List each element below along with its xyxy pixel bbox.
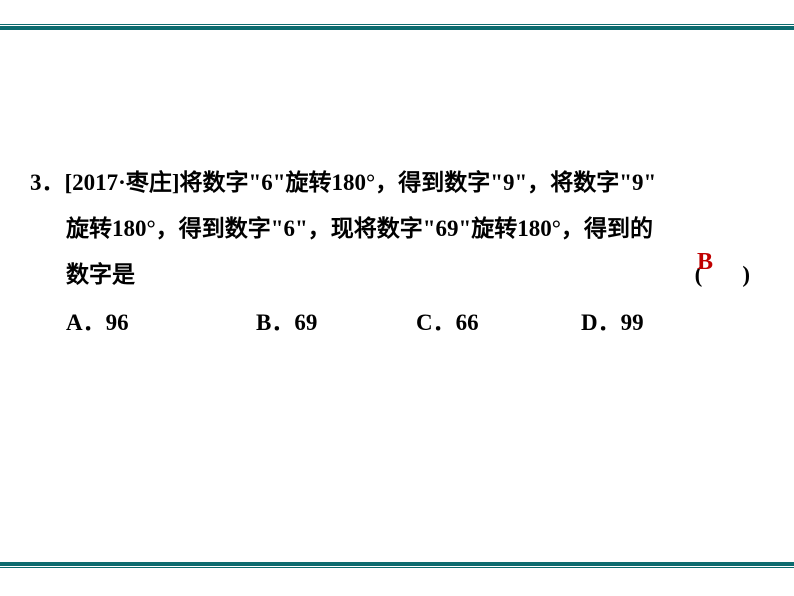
options-row: A．96 B．69 C．66 D．99 (66, 300, 750, 346)
top-rule (0, 24, 794, 30)
option-a: A．96 (66, 300, 256, 346)
question-number: 3． (30, 170, 65, 195)
answer-label: B (697, 249, 713, 276)
bottom-rule (0, 562, 794, 568)
option-d: D．99 (581, 300, 644, 346)
question-text-3: 数字是 (66, 252, 135, 298)
question-line-3: 数字是 ( ) (66, 252, 750, 298)
question-block: 3．[2017·枣庄]将数字"6"旋转180°，得到数字"9"，将数字"9" 旋… (30, 160, 750, 346)
option-b: B．69 (256, 300, 416, 346)
option-c: C．66 (416, 300, 581, 346)
question-line-2: 旋转180°，得到数字"6"，现将数字"69"旋转180°，得到的 (66, 206, 750, 252)
paren-close: ) (742, 252, 750, 298)
question-text-1: [2017·枣庄]将数字"6"旋转180°，得到数字"9"，将数字"9" (65, 170, 657, 195)
question-line-1: 3．[2017·枣庄]将数字"6"旋转180°，得到数字"9"，将数字"9" (30, 160, 750, 206)
